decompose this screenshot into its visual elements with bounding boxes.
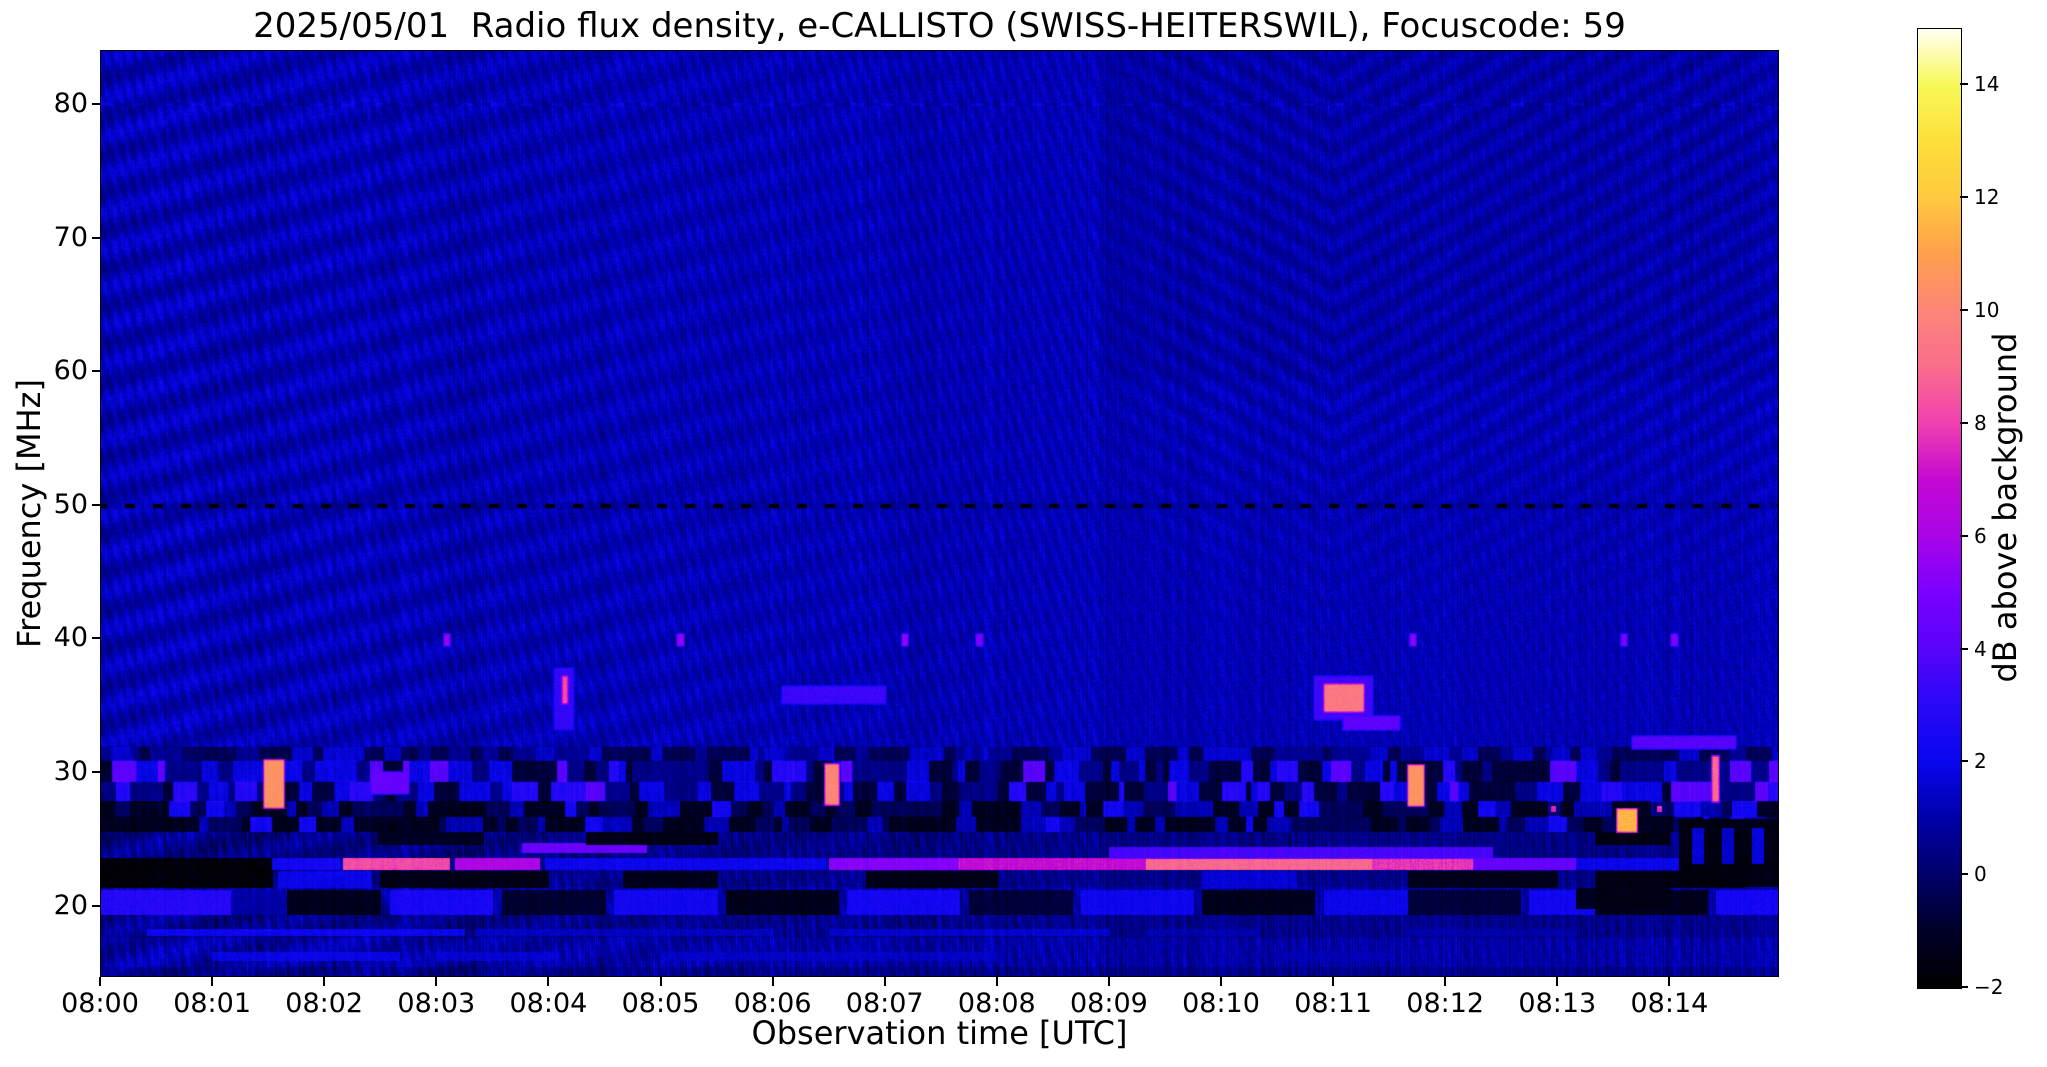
x-tick-mark: [547, 977, 550, 986]
x-tick-mark: [1444, 977, 1447, 986]
x-tick-label: 08:07: [845, 988, 924, 1019]
x-tick-mark: [211, 977, 214, 986]
x-tick-mark: [435, 977, 438, 986]
y-tick-mark: [92, 771, 101, 773]
x-tick-label: 08:13: [1518, 988, 1597, 1019]
colorbar-tick-mark: [1960, 421, 1968, 424]
x-tick-mark: [1220, 977, 1222, 986]
y-tick-mark: [92, 503, 101, 506]
y-tick-label: 30: [53, 756, 88, 787]
x-tick-label: 08:00: [61, 988, 139, 1019]
y-tick-mark: [92, 236, 101, 239]
y-tick-label: 50: [53, 488, 88, 520]
colorbar-tick-label: 8: [1974, 410, 1987, 435]
x-tick-label: 08:02: [285, 988, 364, 1019]
y-tick-mark: [92, 370, 101, 373]
colorbar-tick-mark: [1960, 760, 1968, 763]
y-tick-label: 40: [53, 622, 88, 654]
y-tick-label: 80: [53, 88, 88, 119]
x-tick-label: 08:03: [397, 988, 476, 1019]
colorbar-tick-label: 4: [1974, 636, 1987, 661]
x-tick-label: 08:14: [1630, 988, 1709, 1019]
x-tick-mark: [1332, 977, 1335, 986]
x-tick-label: 08:04: [509, 988, 588, 1019]
x-tick-mark: [99, 977, 101, 986]
y-tick-mark: [92, 637, 101, 640]
colorbar-label: dB above background: [1986, 332, 2024, 683]
x-tick-label: 08:08: [957, 988, 1036, 1019]
colorbar-tick-label: 10: [1974, 298, 2000, 323]
x-tick-label: 08:01: [173, 988, 251, 1019]
x-tick-mark: [771, 977, 774, 986]
colorbar-tick-label: 14: [1974, 72, 2000, 97]
x-tick-mark: [883, 977, 886, 986]
x-tick-label: 08:11: [1294, 988, 1372, 1019]
colorbar-tick-mark: [1960, 83, 1968, 86]
y-tick-mark: [92, 904, 101, 907]
colorbar: [1917, 28, 1962, 989]
colorbar-tick-mark: [1960, 309, 1968, 312]
x-tick-label: 08:05: [621, 988, 700, 1019]
x-tick-mark: [1668, 977, 1671, 986]
x-tick-label: 08:10: [1182, 988, 1260, 1019]
y-tick-mark: [92, 103, 101, 105]
colorbar-tick-mark: [1960, 647, 1968, 650]
x-tick-mark: [659, 977, 662, 986]
y-tick-label: 70: [53, 221, 88, 253]
colorbar-tick-mark: [1960, 986, 1968, 988]
x-tick-mark: [323, 977, 326, 986]
x-tick-label: 08:06: [733, 988, 812, 1019]
colorbar-tick-label: −2: [1974, 975, 2004, 999]
y-tick-label: 60: [53, 355, 88, 387]
colorbar-tick-mark: [1960, 196, 1968, 199]
x-axis-label: Observation time [UTC]: [751, 1014, 1128, 1052]
x-tick-mark: [995, 977, 998, 986]
y-tick-label: 20: [53, 889, 88, 921]
colorbar-tick-mark: [1960, 873, 1968, 876]
x-tick-mark: [1107, 977, 1110, 986]
x-tick-label: 08:12: [1406, 988, 1485, 1019]
colorbar-tick-label: 6: [1974, 523, 1987, 548]
colorbar-tick-label: 2: [1974, 749, 1987, 774]
colorbar-tick-mark: [1960, 534, 1968, 537]
x-tick-mark: [1556, 977, 1559, 986]
x-tick-label: 08:09: [1069, 988, 1148, 1019]
page-title: 2025/05/01 Radio flux density, e-CALLIST…: [253, 6, 1626, 46]
colorbar-tick-label: 12: [1974, 185, 2000, 210]
plot-frame: [100, 50, 1779, 977]
colorbar-tick-label: 0: [1974, 862, 1987, 887]
spectrogram-canvas: [101, 51, 1778, 976]
